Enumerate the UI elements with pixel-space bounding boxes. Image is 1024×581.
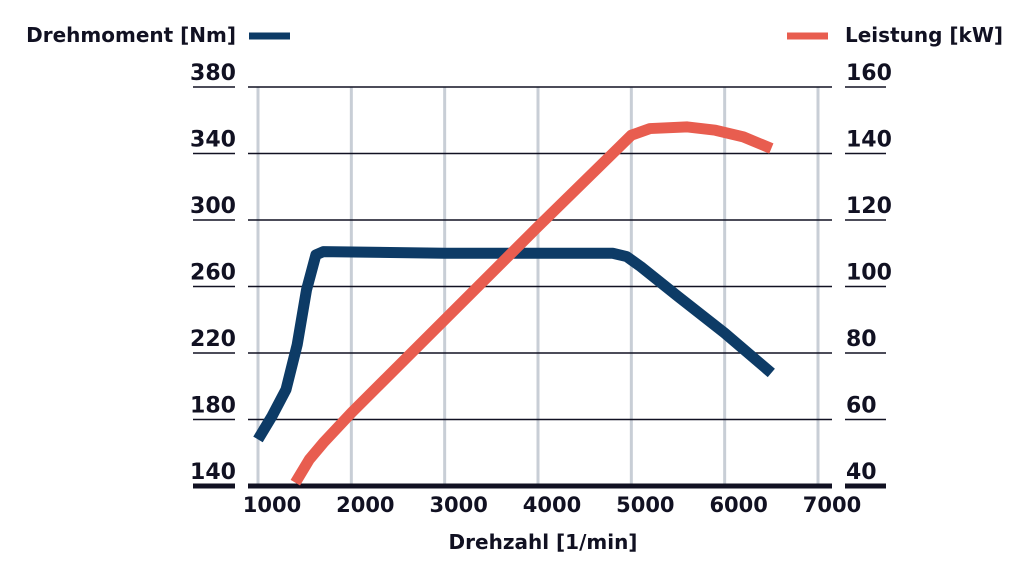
left-tick-label: 260: [190, 261, 236, 286]
right-tick-label: 100: [846, 261, 892, 286]
torque-data-point: [678, 296, 679, 297]
x-axis-title: Drehzahl [1/min]: [449, 530, 638, 554]
legend-power-label: Leistung [kW]: [845, 23, 1003, 47]
power-data-point: [743, 136, 744, 137]
left-tick-label: 340: [190, 128, 236, 153]
left-tick-label: 380: [190, 61, 236, 86]
right-tick-label: 60: [846, 394, 877, 419]
torque-data-point: [771, 372, 772, 373]
legend-torque-label: Drehmoment [Nm]: [26, 23, 236, 47]
torque-data-point: [724, 333, 725, 334]
x-tick-label: 4000: [523, 493, 581, 517]
torque-data-point: [444, 253, 445, 254]
torque-data-point: [272, 416, 273, 417]
power-data-point: [351, 412, 352, 413]
torque-data-point: [323, 251, 324, 252]
right-tick-label: 80: [846, 327, 877, 352]
left-tick-label: 220: [190, 327, 236, 352]
power-series-line: [290, 121, 774, 486]
left-tick-label: 180: [190, 394, 236, 419]
power-data-point: [631, 135, 632, 136]
torque-data-point: [258, 439, 259, 440]
torque-data-point: [315, 254, 316, 255]
series-layer: [253, 121, 775, 486]
torque-data-point: [626, 256, 627, 257]
torque-data-point: [640, 266, 641, 267]
right-tick-label: 140: [846, 128, 892, 153]
x-tick-label: 6000: [709, 493, 767, 517]
left-tick-label: 140: [190, 460, 236, 485]
power-data-point: [687, 126, 688, 127]
power-data-point: [650, 128, 651, 129]
power-data-point: [444, 319, 445, 320]
x-tick-label: 5000: [616, 493, 674, 517]
torque-data-point: [297, 344, 298, 345]
power-data-point: [715, 130, 716, 131]
power-data-point: [323, 442, 324, 443]
x-axis-ticks: 1000 2000 3000 4000 5000 6000 7000: [243, 493, 861, 517]
power-data-point: [612, 153, 613, 154]
x-tick-label: 1000: [243, 493, 301, 517]
power-data-point: [538, 226, 539, 227]
power-data-point: [309, 459, 310, 460]
torque-data-point: [538, 253, 539, 254]
power-data-point: [771, 148, 772, 149]
torque-data-point: [612, 253, 613, 254]
torque-series-line: [253, 246, 775, 443]
torque-data-point: [306, 289, 307, 290]
right-tick-label: 120: [846, 194, 892, 219]
x-tick-label: 3000: [429, 493, 487, 517]
right-axis-ticks: 40 60 80 100 120 140 160: [845, 61, 892, 489]
right-tick-label: 160: [846, 61, 892, 86]
left-tick-label: 300: [190, 194, 236, 219]
horizontal-gridlines: [248, 86, 832, 489]
torque-data-point: [286, 389, 287, 390]
x-tick-label: 7000: [803, 493, 861, 517]
left-axis-ticks: 140 180 220 260 300 340 380: [190, 61, 236, 489]
power-data-point: [295, 482, 296, 483]
x-tick-label: 2000: [336, 493, 394, 517]
right-tick-label: 40: [846, 460, 877, 485]
